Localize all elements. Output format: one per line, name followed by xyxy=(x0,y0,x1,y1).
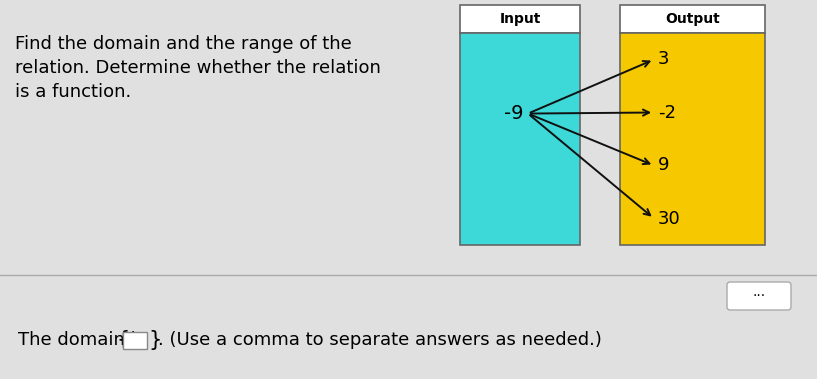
Bar xyxy=(620,5,765,33)
Bar xyxy=(460,5,580,33)
Text: Output: Output xyxy=(665,12,720,26)
Bar xyxy=(123,332,147,349)
Text: Input: Input xyxy=(499,12,541,26)
Text: . (Use a comma to separate answers as needed.): . (Use a comma to separate answers as ne… xyxy=(158,331,602,349)
Text: Find the domain and the range of the: Find the domain and the range of the xyxy=(15,35,352,53)
FancyBboxPatch shape xyxy=(727,282,791,310)
Text: -9: -9 xyxy=(504,104,524,123)
Text: relation. Determine whether the relation: relation. Determine whether the relation xyxy=(15,59,381,77)
Text: is a function.: is a function. xyxy=(15,83,132,101)
Text: 3: 3 xyxy=(658,50,669,69)
Text: 30: 30 xyxy=(658,210,681,227)
Bar xyxy=(620,33,765,245)
Bar xyxy=(460,33,580,245)
Text: {: { xyxy=(116,330,129,350)
Text: -2: -2 xyxy=(658,103,676,122)
Text: }: } xyxy=(148,330,161,350)
Text: The domain is: The domain is xyxy=(18,331,151,349)
Text: ···: ··· xyxy=(752,289,766,303)
Text: 9: 9 xyxy=(658,157,669,174)
